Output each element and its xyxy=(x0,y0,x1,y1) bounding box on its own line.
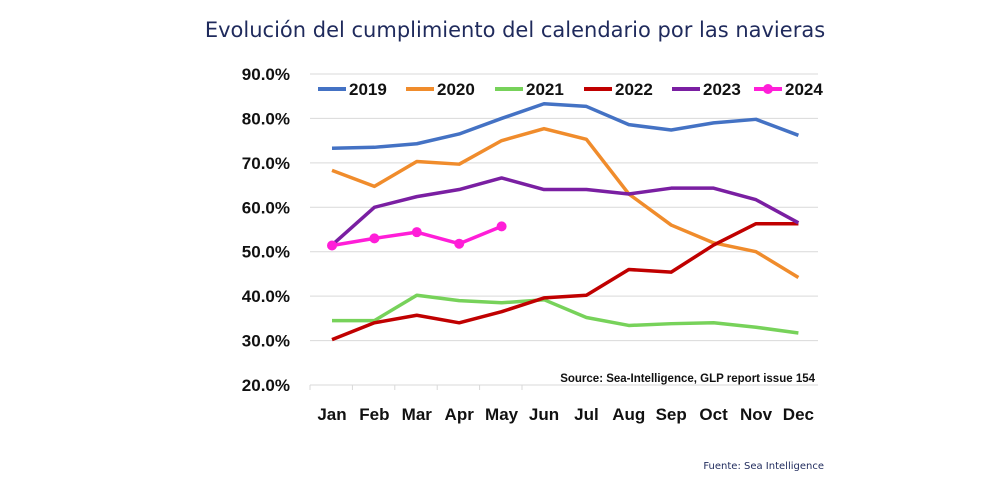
x-tick-label: Aug xyxy=(612,405,645,424)
data-point-2024 xyxy=(411,227,422,238)
chart-title: Evolución del cumplimiento del calendari… xyxy=(204,18,826,42)
y-tick-label: 50.0% xyxy=(242,243,290,262)
y-tick-label: 90.0% xyxy=(242,65,290,84)
x-tick-label: Sep xyxy=(656,405,687,424)
legend-label: 2021 xyxy=(526,80,564,99)
x-tick-label: Jul xyxy=(574,405,599,424)
data-point-2024 xyxy=(369,233,380,244)
y-tick-label: 80.0% xyxy=(242,109,290,128)
legend-label: 2022 xyxy=(615,80,653,99)
x-tick-label: Feb xyxy=(359,405,389,424)
y-tick-label: 40.0% xyxy=(242,287,290,306)
series-line-2021 xyxy=(332,293,799,335)
y-tick-label: 60.0% xyxy=(242,198,290,217)
series-line-2022 xyxy=(331,221,799,342)
source-footer: Fuente: Sea Intelligence xyxy=(703,461,824,472)
source-annotation: Source: Sea-Intelligence, GLP report iss… xyxy=(560,373,815,385)
x-tick-label: Mar xyxy=(402,405,433,424)
data-point-2024 xyxy=(496,221,507,232)
y-tick-label: 70.0% xyxy=(242,154,290,173)
legend-label: 2020 xyxy=(437,80,475,99)
legend-label: 2019 xyxy=(349,80,387,99)
x-tick-label: Jun xyxy=(529,405,559,424)
data-point-2024 xyxy=(327,240,337,251)
series-line-2023 xyxy=(330,176,800,247)
series-line-2019 xyxy=(331,102,800,150)
x-tick-label: Jan xyxy=(317,405,346,424)
y-tick-label: 30.0% xyxy=(242,332,290,351)
x-tick-label: May xyxy=(485,405,519,424)
x-tick-label: Nov xyxy=(740,405,773,424)
legend-marker-2024 xyxy=(763,84,773,94)
x-tick-label: Oct xyxy=(699,405,728,424)
x-tick-label: Dec xyxy=(783,405,814,424)
legend-label: 2023 xyxy=(703,80,741,99)
data-point-2024 xyxy=(454,238,465,249)
legend-label: 2024 xyxy=(785,80,823,99)
series-line-2020 xyxy=(331,126,800,279)
x-tick-label: Apr xyxy=(445,405,475,424)
y-tick-label: 20.0% xyxy=(242,376,290,395)
